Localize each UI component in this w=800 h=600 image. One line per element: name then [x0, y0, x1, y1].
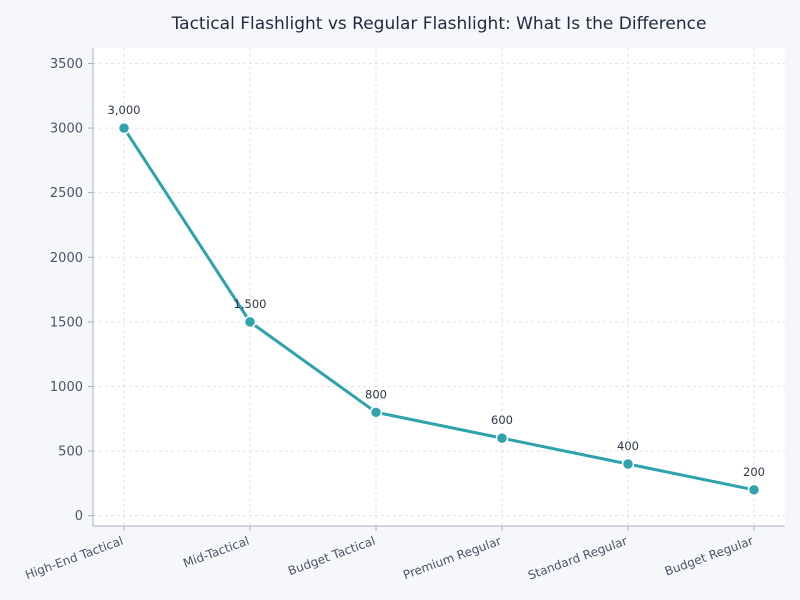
- x-tick-label: Budget Regular: [663, 534, 755, 579]
- y-tick-label: 3000: [50, 122, 83, 137]
- data-label: 3,000: [108, 103, 141, 117]
- data-point: [495, 431, 509, 445]
- x-tick-label: Mid-Tactical: [181, 534, 251, 571]
- y-tick-label: 3500: [50, 57, 83, 72]
- x-tick-label: High-End Tactical: [23, 534, 125, 582]
- data-label: 200: [743, 465, 765, 479]
- series-layer: [117, 121, 761, 497]
- y-tick-label: 1000: [50, 380, 83, 395]
- data-point: [117, 121, 131, 135]
- data-labels: 3,000 1,500 800 600 400 200: [108, 103, 765, 479]
- chart-title: Tactical Flashlight vs Regular Flashligh…: [171, 14, 707, 34]
- data-label: 400: [617, 439, 639, 453]
- data-label: 800: [365, 387, 387, 401]
- series-line: [122, 126, 756, 492]
- data-point: [621, 457, 635, 471]
- x-tick-label: Premium Regular: [401, 534, 503, 582]
- data-point: [243, 315, 257, 329]
- data-point: [747, 483, 761, 497]
- y-tick-label: 2000: [50, 251, 83, 266]
- data-label: 600: [491, 413, 513, 427]
- y-tick-label: 500: [58, 445, 83, 460]
- y-tick-label: 0: [75, 509, 83, 524]
- plot-background: [93, 48, 785, 526]
- y-tick-label: 2500: [50, 186, 83, 201]
- data-point: [369, 406, 383, 419]
- data-label: 1,500: [234, 297, 267, 311]
- x-tick-label: Standard Regular: [526, 534, 629, 583]
- y-tick-label: 1500: [50, 315, 83, 330]
- x-tick-label: Budget Tactical: [286, 534, 377, 578]
